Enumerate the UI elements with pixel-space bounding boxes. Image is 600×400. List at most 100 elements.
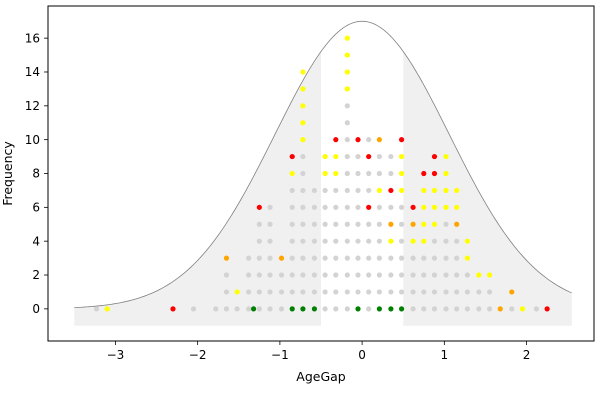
data-point	[223, 289, 230, 295]
data-point	[246, 272, 252, 278]
data-point	[322, 221, 328, 227]
data-point	[93, 306, 100, 312]
data-point	[344, 238, 350, 244]
data-point	[344, 306, 350, 312]
data-point	[355, 255, 361, 261]
data-point	[431, 170, 438, 177]
data-point	[421, 187, 427, 194]
data-point	[300, 69, 306, 75]
data-point	[355, 204, 361, 210]
data-point	[388, 255, 394, 261]
data-point	[398, 306, 405, 312]
x-axis-ticks: −3 −2 −1 0 1 2	[107, 341, 531, 362]
data-point	[443, 272, 449, 278]
data-point	[322, 306, 328, 312]
data-points	[93, 35, 550, 312]
data-point	[421, 221, 427, 227]
data-point	[476, 306, 482, 312]
data-point	[300, 137, 306, 143]
data-point	[443, 255, 449, 261]
data-point	[344, 52, 350, 58]
x-tick-label: −1	[271, 348, 289, 362]
x-tick-label: 1	[441, 348, 449, 362]
data-point	[376, 153, 382, 160]
data-point	[289, 221, 295, 227]
data-point	[544, 306, 550, 312]
data-point	[256, 221, 262, 227]
data-point	[333, 238, 339, 244]
data-point	[376, 255, 382, 261]
data-point	[246, 306, 252, 312]
data-point	[410, 255, 416, 261]
x-tick-label: 0	[358, 348, 366, 362]
data-point	[322, 289, 328, 295]
data-point	[289, 255, 295, 261]
data-point	[366, 187, 372, 194]
y-axis-label: Frequency	[0, 141, 15, 206]
data-point	[454, 238, 460, 244]
y-tick-label: 0	[32, 302, 40, 316]
data-point	[300, 120, 306, 126]
data-point	[289, 153, 295, 160]
data-point	[421, 272, 427, 278]
data-point	[366, 272, 372, 278]
data-point	[267, 221, 273, 227]
data-point	[289, 306, 295, 312]
data-point	[443, 170, 449, 177]
data-point	[256, 238, 262, 244]
data-point	[278, 306, 285, 312]
data-point	[355, 153, 361, 160]
data-point	[322, 187, 328, 194]
data-point	[333, 137, 339, 143]
data-point	[344, 204, 350, 210]
data-point	[333, 170, 339, 177]
data-point	[388, 153, 394, 160]
data-point	[388, 289, 394, 295]
data-point	[366, 204, 372, 210]
data-point	[246, 289, 252, 295]
data-point	[388, 170, 394, 177]
data-point	[410, 306, 416, 312]
y-tick-label: 8	[32, 167, 40, 181]
data-point	[344, 69, 350, 75]
y-tick-label: 2	[32, 268, 40, 282]
data-point	[311, 221, 318, 227]
data-point	[300, 103, 306, 109]
data-point	[267, 204, 273, 210]
data-point	[454, 289, 460, 295]
data-point	[398, 238, 405, 244]
data-point	[344, 255, 350, 261]
data-point	[300, 272, 306, 278]
data-point	[267, 255, 273, 261]
data-point	[443, 153, 449, 160]
data-point	[421, 306, 427, 312]
data-point	[300, 255, 306, 261]
y-tick-label: 16	[25, 31, 40, 45]
data-point	[289, 170, 295, 177]
data-point	[311, 306, 318, 312]
data-point	[398, 204, 405, 210]
x-tick-label: −2	[189, 348, 207, 362]
data-point	[355, 187, 361, 194]
data-point	[443, 221, 449, 227]
data-point	[344, 289, 350, 295]
x-tick-label: 2	[523, 348, 531, 362]
data-point	[300, 204, 306, 210]
data-point	[333, 255, 339, 261]
data-point	[376, 238, 382, 244]
data-point	[267, 289, 273, 295]
data-point	[267, 272, 273, 278]
data-point	[170, 306, 176, 312]
data-point	[322, 238, 328, 244]
data-point	[311, 204, 318, 210]
data-point	[300, 238, 306, 244]
data-point	[256, 255, 262, 261]
data-point	[366, 306, 372, 312]
data-point	[443, 204, 449, 210]
data-point	[366, 289, 372, 295]
data-point	[431, 289, 438, 295]
data-point	[322, 255, 328, 261]
data-point	[388, 204, 394, 210]
data-point	[454, 204, 460, 210]
